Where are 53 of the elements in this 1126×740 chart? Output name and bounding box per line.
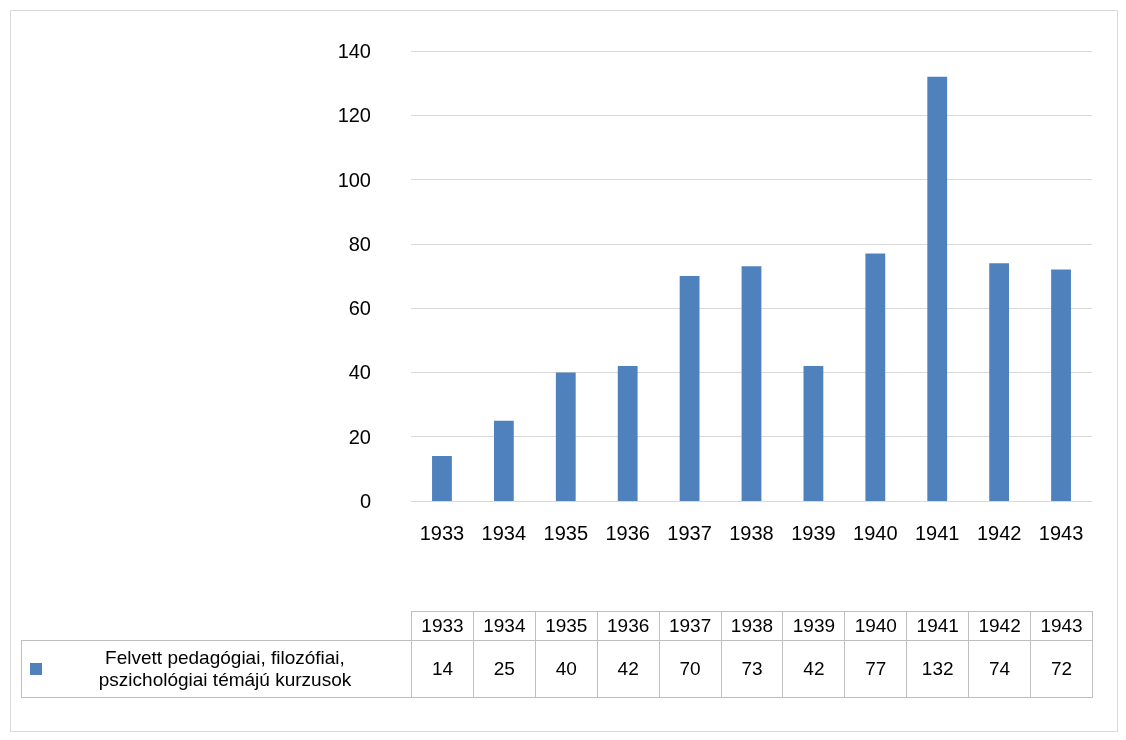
x-tick-label: 1942	[976, 522, 1022, 544]
category-label: 1943	[1040, 615, 1083, 636]
x-tick-label: 1943	[1038, 522, 1084, 544]
x-tick-label: 1936	[605, 522, 650, 544]
text: Felvett pedagógiai, filozófiai, pszichológiai témájú kurzusok	[97, 647, 353, 691]
y-tick-label: 100	[337, 168, 371, 191]
x-tick-label: 1938	[729, 522, 774, 544]
category-label: 1936	[607, 615, 650, 636]
data-label: 72	[1030, 640, 1093, 698]
y-tick-label: 20	[348, 425, 371, 448]
bar	[803, 366, 824, 501]
bar	[1051, 269, 1071, 501]
y-tick-label: 80	[348, 232, 371, 255]
bar	[679, 276, 700, 501]
bar	[989, 263, 1010, 501]
bar	[555, 372, 576, 501]
category-label: 1933	[421, 615, 464, 636]
x-tick-label: 1937	[667, 522, 712, 544]
bar	[927, 76, 948, 501]
x-tick-label: 1941	[914, 522, 960, 544]
y-tick-label: 60	[348, 297, 371, 320]
data-label: 40	[535, 640, 598, 698]
x-tick-label: 1935	[543, 522, 589, 544]
category-label: 1940	[854, 615, 897, 636]
bar	[493, 420, 514, 501]
data-label: 42	[782, 640, 845, 698]
x-tick-label: 1933	[419, 522, 465, 544]
category-label: 1937	[668, 615, 712, 636]
data-label: 70	[659, 640, 722, 698]
bar	[617, 366, 638, 501]
bar	[432, 456, 452, 501]
y-tick-label: 120	[337, 104, 371, 127]
category-label: 1939	[792, 615, 836, 636]
data-label: 42	[597, 640, 660, 698]
y-tick-label: 140	[337, 40, 371, 62]
y-tick-label: 40	[348, 361, 371, 384]
data-label: 73	[721, 640, 783, 698]
data-label: 77	[844, 640, 907, 698]
x-tick-label: 1940	[853, 522, 898, 544]
bar	[865, 253, 886, 501]
data-label: 25	[473, 640, 536, 698]
data-label: 132	[906, 640, 969, 698]
data-label: 74	[968, 640, 1031, 698]
category-label: 1935	[545, 615, 588, 636]
category-label: 1938	[730, 615, 774, 636]
category-label: 1941	[916, 615, 959, 636]
x-tick-label: 1939	[791, 522, 836, 544]
data-label: 14	[411, 640, 474, 698]
category-label: 1942	[978, 615, 1021, 636]
category-label: 1934	[483, 615, 526, 636]
y-tick-label: 0	[359, 490, 371, 512]
bar	[741, 266, 762, 501]
x-tick-label: 1934	[481, 522, 527, 544]
